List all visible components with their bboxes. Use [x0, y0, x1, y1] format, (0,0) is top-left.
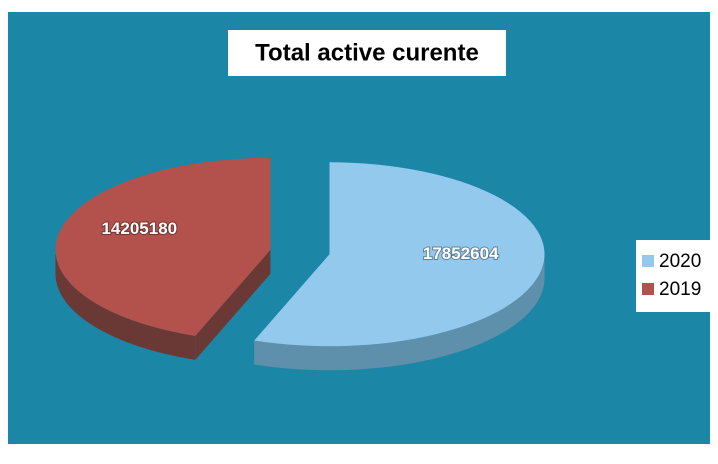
chart-title: Total active curente — [255, 39, 479, 66]
pie-slice — [55, 157, 271, 336]
legend-box — [636, 240, 718, 312]
title-box — [228, 30, 506, 76]
data-label: 17852604 — [423, 244, 499, 263]
legend-swatch — [642, 255, 654, 267]
slice-side — [254, 254, 545, 371]
pie-slice — [254, 162, 545, 347]
slice-edge-face — [195, 249, 271, 360]
legend-label: 2019 — [659, 279, 701, 300]
data-label: 14205180 — [101, 219, 177, 238]
legend-label: 2020 — [659, 251, 701, 272]
legend-swatch — [642, 283, 654, 295]
slice-side — [55, 249, 196, 360]
